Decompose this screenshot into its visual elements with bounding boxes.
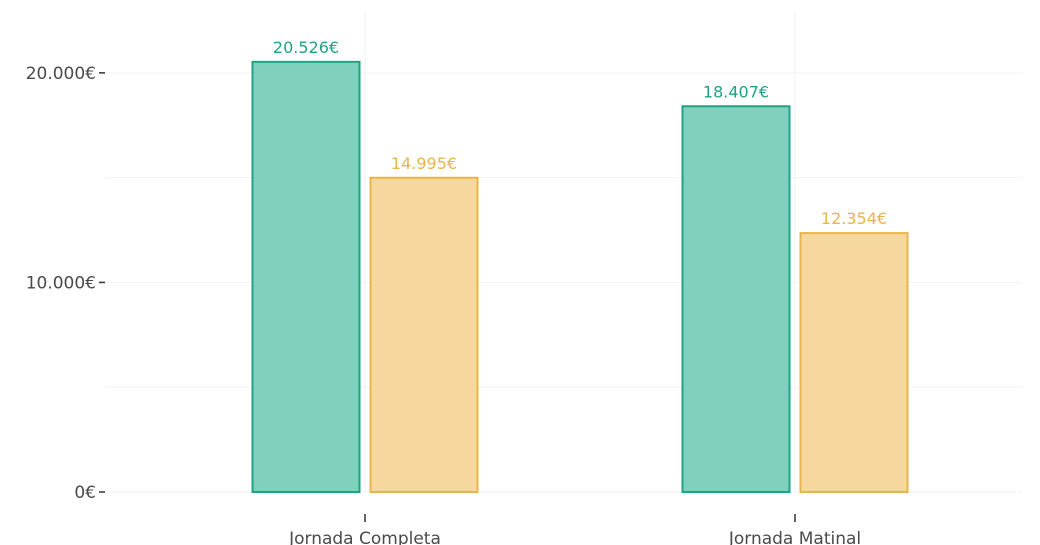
x-tick-label: Jornada Matinal <box>728 529 861 545</box>
bar <box>799 232 909 494</box>
data-labels: 20.526€ 18.407€ 14.995€ 12.354€ <box>273 38 887 228</box>
bar-value-label: 18.407€ <box>703 82 769 101</box>
bar <box>369 176 479 493</box>
x-tick-label: Jornada Completa <box>288 529 441 545</box>
axes: 0€ 10.000€ 20.000€ Jornada Completa Jornada … <box>26 64 861 545</box>
bar <box>251 60 361 493</box>
y-tick-label: 10.000€ <box>26 273 96 293</box>
y-tick-label: 20.000€ <box>26 64 96 84</box>
bar <box>681 105 791 494</box>
bar-value-label: 12.354€ <box>821 209 887 228</box>
bars <box>251 60 909 494</box>
bar-value-label: 14.995€ <box>391 154 457 173</box>
bar-value-label: 20.526€ <box>273 38 339 57</box>
y-tick-label: 0€ <box>74 483 96 503</box>
